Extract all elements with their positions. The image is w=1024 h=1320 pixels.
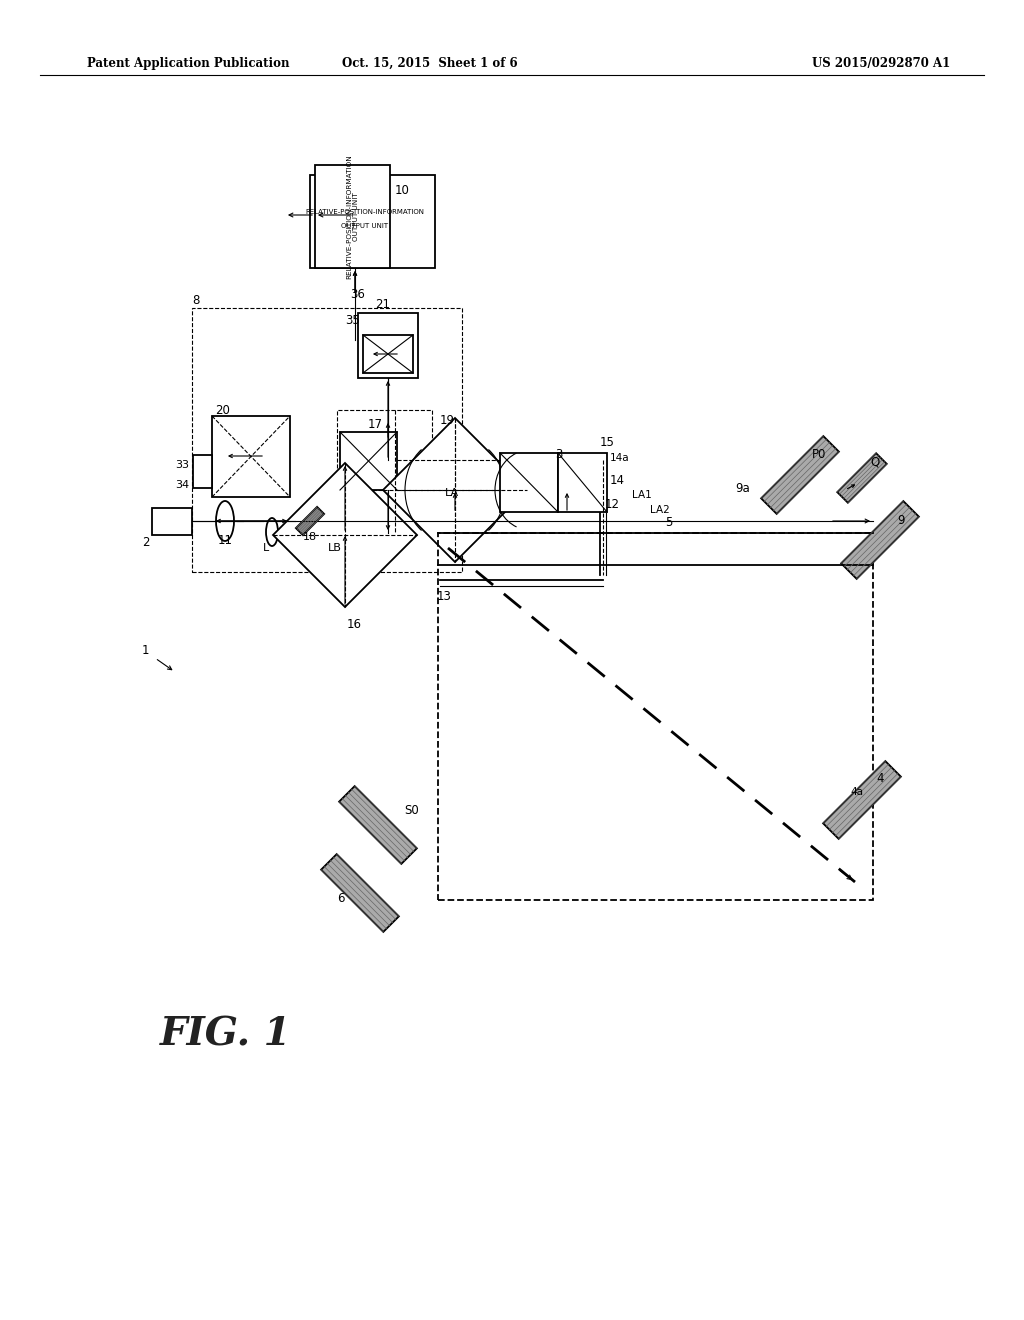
- Text: 9a: 9a: [735, 482, 750, 495]
- Polygon shape: [383, 418, 527, 562]
- Bar: [193, 308, 462, 572]
- Bar: [310, 176, 435, 268]
- Text: 2: 2: [142, 536, 150, 549]
- Bar: [358, 313, 418, 378]
- Bar: [438, 533, 873, 900]
- Polygon shape: [322, 854, 399, 932]
- Polygon shape: [296, 507, 325, 535]
- Text: 15: 15: [600, 437, 614, 450]
- Text: S0: S0: [404, 804, 419, 817]
- Bar: [315, 165, 390, 268]
- Text: LA: LA: [445, 488, 459, 498]
- Text: LB: LB: [328, 543, 342, 553]
- Text: 36: 36: [350, 289, 365, 301]
- Text: US 2015/0292870 A1: US 2015/0292870 A1: [812, 57, 950, 70]
- Text: 4a: 4a: [850, 787, 863, 797]
- Text: LA2: LA2: [650, 506, 670, 515]
- Text: 5: 5: [665, 516, 673, 528]
- Polygon shape: [841, 502, 919, 579]
- Bar: [558, 453, 607, 512]
- Polygon shape: [838, 453, 887, 503]
- Bar: [340, 432, 397, 490]
- Text: 14a: 14a: [610, 453, 630, 463]
- Polygon shape: [273, 463, 417, 607]
- Text: 1: 1: [142, 644, 150, 656]
- Bar: [152, 508, 193, 535]
- Bar: [500, 453, 558, 512]
- Text: Patent Application Publication: Patent Application Publication: [87, 57, 290, 70]
- Text: 20: 20: [215, 404, 229, 417]
- Text: Q: Q: [870, 455, 880, 469]
- Bar: [337, 411, 432, 490]
- Text: 17: 17: [368, 418, 383, 432]
- Polygon shape: [339, 787, 417, 863]
- Bar: [193, 455, 212, 488]
- Text: 13: 13: [437, 590, 452, 602]
- Text: 16: 16: [347, 619, 362, 631]
- Ellipse shape: [216, 502, 234, 541]
- Text: 35: 35: [345, 314, 359, 326]
- Text: 18: 18: [303, 532, 317, 543]
- Text: RELATIVE-POSITION-INFORMATION
OUTPUT UNIT: RELATIVE-POSITION-INFORMATION OUTPUT UNI…: [346, 154, 359, 279]
- Text: FIG. 1: FIG. 1: [160, 1016, 292, 1053]
- Text: OUTPUT UNIT: OUTPUT UNIT: [341, 223, 388, 230]
- Text: L: L: [263, 543, 269, 553]
- Text: 14: 14: [610, 474, 625, 487]
- Text: 4: 4: [876, 771, 884, 784]
- Text: 21: 21: [375, 298, 390, 312]
- Text: 19: 19: [440, 413, 455, 426]
- Polygon shape: [761, 436, 839, 513]
- Text: 8: 8: [193, 293, 200, 306]
- Text: 12: 12: [605, 499, 620, 511]
- Ellipse shape: [266, 517, 278, 546]
- Polygon shape: [823, 762, 901, 840]
- Text: 9: 9: [897, 513, 904, 527]
- Text: Oct. 15, 2015  Sheet 1 of 6: Oct. 15, 2015 Sheet 1 of 6: [342, 57, 518, 70]
- Text: P0: P0: [812, 449, 826, 462]
- Text: 3: 3: [555, 449, 562, 462]
- Text: 10: 10: [395, 183, 410, 197]
- Text: LA1: LA1: [632, 490, 651, 500]
- Bar: [362, 335, 413, 374]
- Bar: [212, 416, 290, 498]
- Text: 34: 34: [175, 480, 189, 490]
- Text: 33: 33: [175, 459, 189, 470]
- Text: RELATIVE-POSITION-INFORMATION: RELATIVE-POSITION-INFORMATION: [305, 209, 424, 214]
- Text: 6: 6: [337, 891, 344, 904]
- Text: 11: 11: [218, 533, 233, 546]
